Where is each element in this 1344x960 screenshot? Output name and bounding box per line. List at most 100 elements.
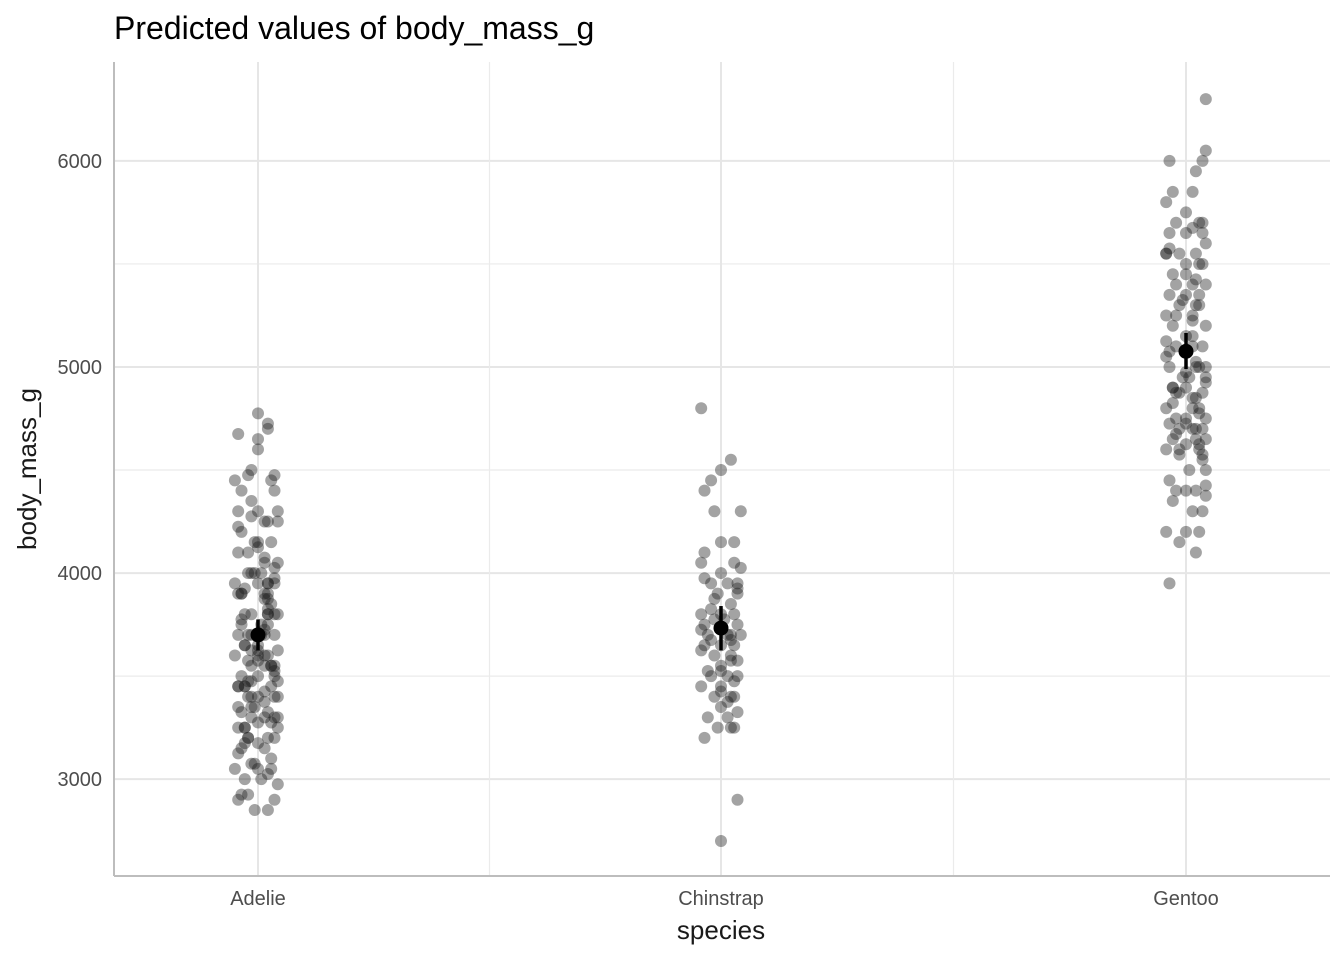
- observed-point: [245, 675, 258, 688]
- observed-point: [258, 695, 271, 708]
- observed-point: [258, 515, 271, 528]
- observed-point: [1170, 484, 1183, 497]
- observed-point: [252, 407, 264, 420]
- observed-point: [1173, 386, 1186, 399]
- observed-point: [734, 628, 747, 641]
- observed-point: [248, 536, 261, 549]
- observed-point: [1189, 391, 1202, 404]
- observed-point: [252, 762, 264, 775]
- observed-point: [265, 536, 278, 549]
- observed-point: [271, 721, 284, 734]
- observed-point: [258, 556, 271, 569]
- observed-point: [1189, 484, 1202, 497]
- observed-point: [1199, 319, 1212, 332]
- observed-point: [1180, 288, 1192, 301]
- observed-points: [228, 93, 1212, 847]
- observed-point: [1166, 494, 1179, 507]
- observed-point: [242, 469, 255, 482]
- observed-point: [724, 654, 737, 667]
- y-tick-label: 5000: [58, 357, 103, 379]
- observed-point: [255, 773, 268, 786]
- observed-point: [698, 731, 711, 744]
- observed-point: [261, 649, 274, 662]
- observed-point: [228, 649, 241, 662]
- observed-point: [701, 664, 714, 677]
- observed-point: [252, 654, 264, 667]
- observed-point: [1160, 196, 1173, 209]
- observed-point: [1193, 216, 1206, 229]
- observed-point: [1186, 402, 1199, 415]
- observed-point: [245, 494, 258, 507]
- observed-point: [1199, 412, 1212, 425]
- observed-point: [724, 690, 737, 703]
- observed-point: [721, 577, 734, 590]
- observed-point: [248, 701, 261, 714]
- observed-point: [708, 505, 721, 518]
- observed-point: [238, 639, 251, 652]
- observed-point: [1173, 536, 1186, 549]
- observed-point: [268, 670, 281, 683]
- observed-point: [1180, 366, 1192, 379]
- observed-point: [268, 793, 281, 806]
- observed-point: [245, 644, 258, 657]
- observed-point: [724, 453, 737, 466]
- observed-point: [1170, 386, 1183, 399]
- observed-point: [232, 680, 245, 693]
- observed-point: [268, 577, 281, 590]
- predicted-point: [713, 620, 729, 636]
- observed-point: [1176, 371, 1189, 384]
- observed-point: [232, 721, 245, 734]
- observed-point: [252, 536, 264, 549]
- observed-point: [235, 670, 248, 683]
- observed-point: [698, 546, 711, 559]
- observed-point: [1196, 448, 1209, 461]
- observed-point: [1189, 422, 1202, 435]
- observed-point: [261, 592, 274, 605]
- x-axis-title: species: [677, 915, 765, 945]
- observed-point: [232, 427, 245, 440]
- observed-point: [724, 628, 737, 641]
- observed-point: [1186, 221, 1199, 234]
- observed-point: [235, 587, 248, 600]
- observed-point: [235, 706, 248, 719]
- observed-point: [238, 608, 251, 621]
- observed-point: [1170, 412, 1183, 425]
- observed-point: [271, 675, 284, 688]
- observed-point: [235, 525, 248, 538]
- observed-point: [1189, 355, 1202, 368]
- observed-point: [728, 721, 741, 734]
- observed-point: [731, 793, 744, 806]
- observed-point: [252, 443, 264, 456]
- observed-point: [271, 711, 284, 724]
- observed-point: [1196, 505, 1209, 518]
- observed-point: [235, 587, 248, 600]
- observed-point: [1180, 412, 1192, 425]
- observed-point: [1173, 443, 1186, 456]
- observed-point: [232, 587, 245, 600]
- observed-point: [698, 618, 711, 631]
- observed-point: [265, 474, 278, 487]
- observed-point: [242, 654, 255, 667]
- observed-point: [271, 515, 284, 528]
- observed-point: [261, 587, 274, 600]
- predicted-point: [250, 627, 266, 643]
- observed-point: [698, 572, 711, 585]
- observed-point: [1160, 247, 1173, 260]
- observed-point: [258, 587, 271, 600]
- observed-point: [711, 721, 724, 734]
- observed-point: [1199, 464, 1212, 477]
- observed-point: [261, 706, 274, 719]
- observed-point: [261, 577, 274, 590]
- observed-point: [261, 767, 274, 780]
- observed-point: [1193, 360, 1206, 373]
- chart-title: Predicted values of body_mass_g: [114, 10, 594, 46]
- observed-point: [265, 762, 278, 775]
- observed-point: [232, 793, 245, 806]
- observed-point: [265, 659, 278, 672]
- observed-point: [1189, 247, 1202, 260]
- observed-point: [731, 582, 744, 595]
- observed-point: [238, 680, 251, 693]
- observed-point: [1166, 268, 1179, 281]
- observed-point: [252, 737, 264, 750]
- observed-point: [265, 680, 278, 693]
